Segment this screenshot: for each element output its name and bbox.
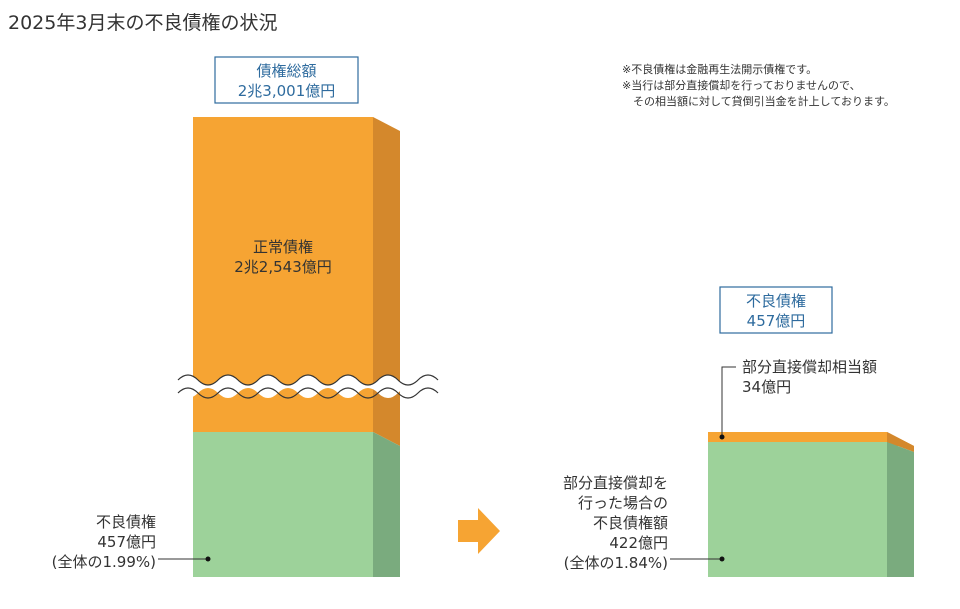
right-bar-writeoff-side <box>887 432 914 452</box>
right-total-label: 不良債権 <box>746 292 806 310</box>
right-bar <box>708 432 914 577</box>
transition-arrow-icon <box>458 508 500 554</box>
left-bar-normal-front <box>193 117 373 432</box>
right-total-value: 457億円 <box>747 312 806 330</box>
right-npl-share: (全体の1.84%) <box>564 554 668 572</box>
left-npl-label: 不良債権 <box>96 513 156 531</box>
note-line-1: ※不良債権は金融再生法開示債権です。 <box>622 62 817 76</box>
left-bar <box>177 117 439 577</box>
right-npl-label-3: 不良債権額 <box>593 514 668 532</box>
axis-break-upper-line <box>177 374 439 386</box>
axis-break-mask <box>178 375 438 398</box>
normal-claims-value: 2兆2,543億円 <box>234 258 332 276</box>
left-npl-value: 457億円 <box>97 533 156 551</box>
note-line-3: その相当額に対して貸倒引当金を計上しております。 <box>622 94 895 108</box>
right-npl-value: 422億円 <box>609 534 668 552</box>
left-total-label: 債権総額 <box>256 62 316 80</box>
axis-break-lower-line <box>177 387 439 399</box>
right-npl-label-2: 行った場合の <box>578 494 668 512</box>
left-bar-npl-front <box>193 432 373 577</box>
right-bar-npl-front <box>708 442 887 577</box>
writeoff-leader-dot <box>719 434 725 440</box>
writeoff-label: 部分直接償却相当額 <box>742 358 877 376</box>
note-line-2: ※当行は部分直接償却を行っておりませんので、 <box>622 78 861 92</box>
right-total-box <box>719 286 833 334</box>
writeoff-value: 34億円 <box>742 378 791 396</box>
page-title: 2025年3月末の不良債権の状況 <box>8 12 278 34</box>
left-total-value: 2兆3,001億円 <box>238 82 336 100</box>
right-bar-writeoff-front <box>708 432 887 442</box>
left-npl-share: (全体の1.99%) <box>52 553 156 571</box>
left-npl-leader-dot <box>205 556 211 562</box>
right-bar-npl-side <box>887 442 914 577</box>
normal-claims-label: 正常債権 <box>253 238 313 256</box>
left-bar-normal-side <box>373 117 400 446</box>
right-npl-leader-dot <box>719 556 725 562</box>
writeoff-leader <box>721 366 736 437</box>
left-total-box <box>214 56 359 104</box>
right-npl-label-1: 部分直接償却を <box>563 474 668 492</box>
left-bar-npl-side <box>373 432 400 577</box>
